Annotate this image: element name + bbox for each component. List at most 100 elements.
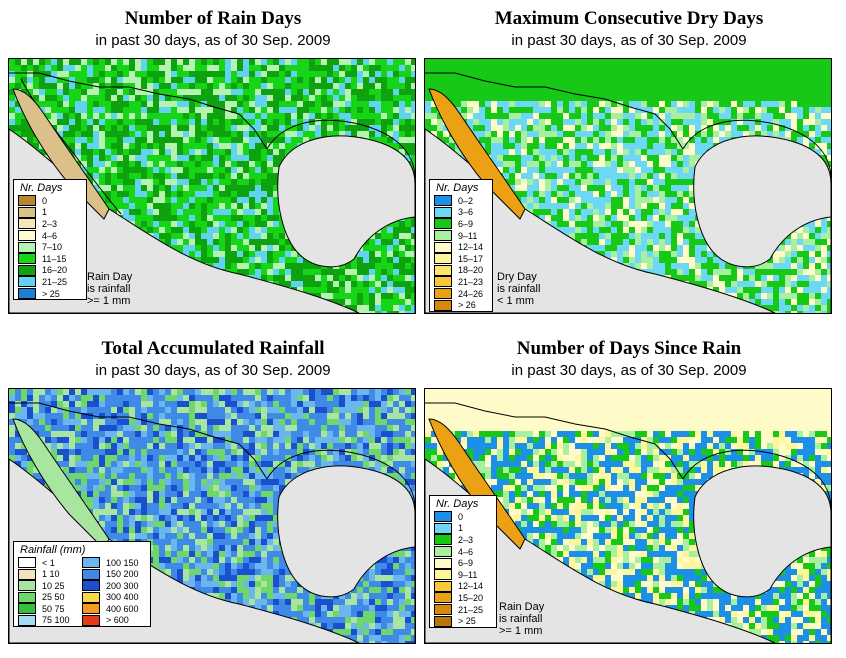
map-cell — [677, 215, 683, 221]
map-cell — [713, 125, 719, 131]
map-cell — [327, 275, 333, 281]
map-cell — [629, 167, 635, 173]
us-mexico-border — [9, 72, 268, 150]
map-cell — [599, 167, 605, 173]
legend-item: 1 — [14, 206, 86, 219]
map-cell — [659, 71, 665, 77]
map-cell — [189, 185, 195, 191]
map-cell — [369, 281, 375, 287]
map-cell — [659, 155, 665, 161]
map-cell — [129, 197, 135, 203]
map-cell — [381, 251, 387, 257]
map-cell — [255, 185, 261, 191]
map-cell — [381, 95, 387, 101]
map-cell — [485, 131, 491, 137]
map-cell — [267, 245, 273, 251]
map-cell — [243, 173, 249, 179]
map-cell — [363, 269, 369, 275]
map-cell — [587, 203, 593, 209]
map-cell — [189, 197, 195, 203]
map-cell — [171, 209, 177, 215]
map-cell — [165, 197, 171, 203]
map-cell — [189, 173, 195, 179]
map-cell — [773, 89, 779, 95]
map-cell — [593, 89, 599, 95]
map-cell — [387, 311, 393, 313]
map-cell — [749, 125, 755, 131]
map-cell — [575, 83, 581, 89]
map-cell — [93, 95, 99, 101]
legend: Nr. Days 0 1 2–3 4–6 7–10 11–15 16–20 21–25 > 25 — [13, 179, 87, 301]
map-cell — [653, 95, 659, 101]
map-cell — [237, 227, 243, 233]
map-cell — [581, 95, 587, 101]
map-cell — [363, 125, 369, 131]
map-cell — [141, 77, 147, 83]
map-cell — [671, 107, 677, 113]
map-cell — [497, 137, 503, 143]
map-cell — [279, 149, 285, 155]
map-cell — [437, 59, 443, 65]
map-cell — [713, 71, 719, 77]
map-cell — [261, 83, 267, 89]
map-cell — [569, 191, 575, 197]
map-cell — [291, 269, 297, 275]
map-cell — [515, 125, 521, 131]
map-cell — [81, 143, 87, 149]
map-cell — [69, 143, 75, 149]
map-cell — [641, 113, 647, 119]
map-cell — [509, 143, 515, 149]
map-cell — [405, 263, 411, 269]
map-cell — [147, 191, 153, 197]
map-cell — [57, 71, 63, 77]
map-cell — [159, 77, 165, 83]
map-cell — [195, 191, 201, 197]
map-cell — [797, 95, 803, 101]
map-cell — [273, 155, 279, 161]
map-cell — [105, 89, 111, 95]
map-cell — [617, 191, 623, 197]
map-cell — [677, 71, 683, 77]
map-cell — [743, 113, 749, 119]
map-cell — [99, 149, 105, 155]
map-cell — [563, 77, 569, 83]
map-cell — [303, 131, 309, 137]
map-cell — [611, 125, 617, 131]
map-cell — [315, 269, 321, 275]
map-cell — [255, 131, 261, 137]
map-cell — [551, 71, 557, 77]
map-cell — [521, 191, 527, 197]
map-cell — [159, 185, 165, 191]
map-cell — [593, 77, 599, 83]
map-cell — [479, 119, 485, 125]
map-cell — [689, 191, 695, 197]
map-cell — [93, 179, 99, 185]
map-cell — [219, 161, 225, 167]
map-cell — [213, 83, 219, 89]
map-cell — [779, 125, 785, 131]
map-cell — [279, 119, 285, 125]
map-cell — [117, 131, 123, 137]
map-cell — [231, 191, 237, 197]
map-cell — [821, 119, 827, 125]
map-cell — [273, 131, 279, 137]
map-cell — [399, 83, 405, 89]
map-cell — [809, 119, 815, 125]
map-cell — [539, 101, 545, 107]
map-cell — [225, 107, 231, 113]
map-cell — [387, 251, 393, 257]
map-cell — [267, 215, 273, 221]
map-cell — [821, 113, 827, 119]
map-cell — [581, 65, 587, 71]
map-cell — [303, 107, 309, 113]
map-cell — [545, 203, 551, 209]
map-cell — [677, 125, 683, 131]
map-cell — [219, 221, 225, 227]
map-cell — [509, 107, 515, 113]
map-cell — [455, 95, 461, 101]
map-cell — [399, 299, 405, 305]
map-cell — [387, 113, 393, 119]
map-cell — [623, 167, 629, 173]
map-cell — [785, 107, 791, 113]
map-cell — [291, 71, 297, 77]
